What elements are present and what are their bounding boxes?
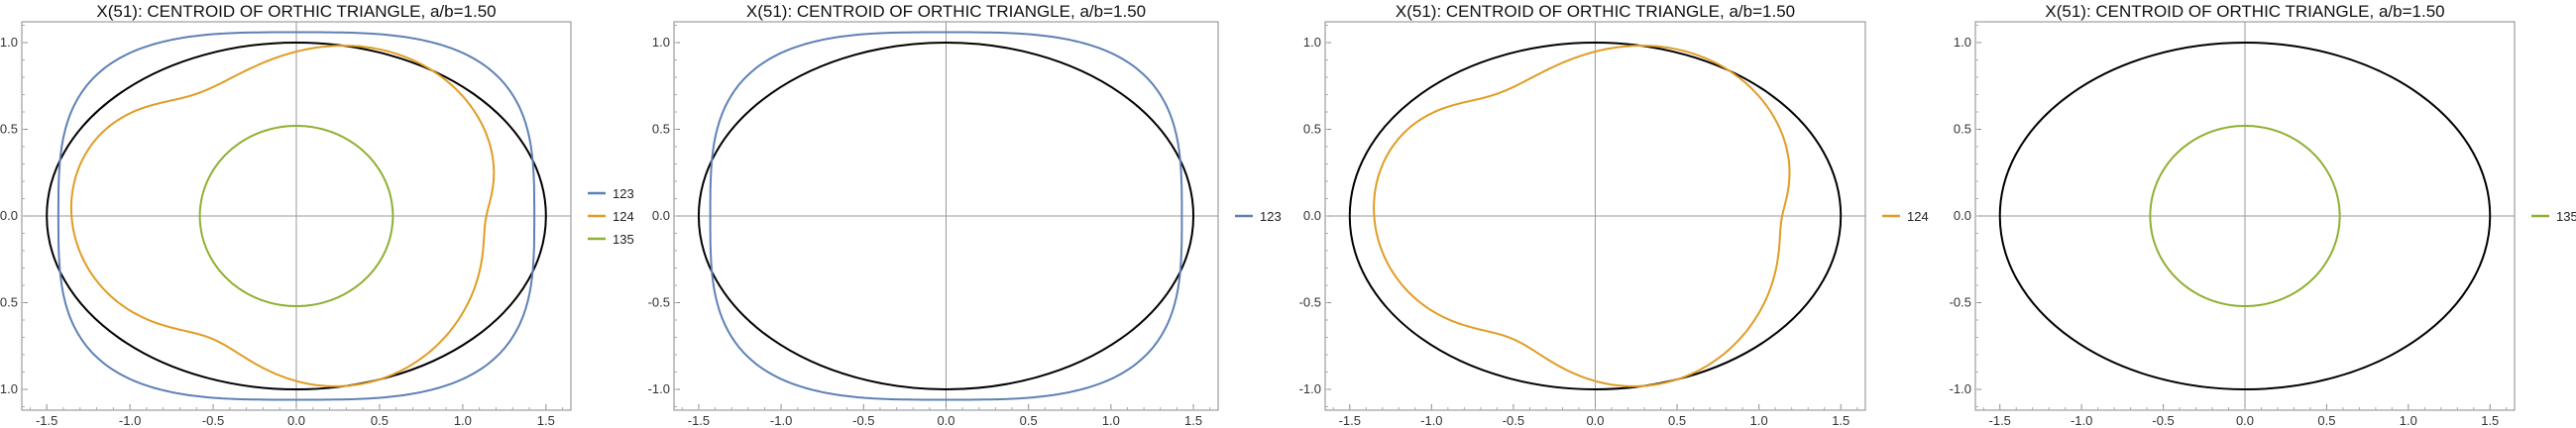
y-tick-label: 1.0 [0, 35, 18, 50]
series-135-curve [2149, 125, 2341, 307]
y-tick-label: 0.5 [1954, 122, 1971, 137]
y-tick-label: 0.0 [652, 208, 670, 223]
y-tick-label: 0.0 [1954, 208, 1971, 223]
x-tick-label: -0.5 [1503, 413, 1524, 428]
x-tick-label: 0.0 [937, 413, 954, 428]
x-tick-label: 1.5 [2481, 413, 2499, 428]
chart-title: X(51): CENTROID OF ORTHIC TRIANGLE, a/b=… [746, 2, 1146, 21]
chart-title: X(51): CENTROID OF ORTHIC TRIANGLE, a/b=… [96, 2, 496, 21]
x-tick-label: 0.0 [1586, 413, 1604, 428]
series-135-curve [198, 125, 394, 307]
x-tick-label: 1.0 [454, 413, 472, 428]
chart-title: X(51): CENTROID OF ORTHIC TRIANGLE, a/b=… [2045, 2, 2444, 21]
x-tick-label: -0.5 [202, 413, 224, 428]
y-tick-label: -1.0 [1950, 381, 1971, 396]
chart-panel-2: X(51): CENTROID OF ORTHIC TRIANGLE, a/b=… [648, 2, 1282, 428]
legend-label-135: 135 [613, 232, 634, 247]
reference-ellipse [46, 42, 547, 390]
x-tick-label: 1.0 [2400, 413, 2417, 428]
x-tick-label: 0.5 [1020, 413, 1038, 428]
x-tick-label: 1.5 [1184, 413, 1202, 428]
y-tick-label: -0.5 [1950, 295, 1971, 310]
reference-ellipse [1998, 42, 2492, 390]
series-124-curve [69, 45, 496, 387]
x-tick-label: 1.0 [1750, 413, 1768, 428]
chart-title: X(51): CENTROID OF ORTHIC TRIANGLE, a/b=… [1396, 2, 1795, 21]
legend-label-135: 135 [2556, 209, 2576, 224]
x-tick-label: -0.5 [2152, 413, 2174, 428]
x-tick-label: 0.0 [2236, 413, 2254, 428]
y-tick-label: -0.5 [648, 295, 670, 310]
y-tick-label: -1.0 [0, 381, 18, 396]
y-tick-label: -0.5 [0, 295, 18, 310]
x-tick-label: -1.0 [2071, 413, 2092, 428]
y-tick-label: -1.0 [1299, 381, 1321, 396]
series-124-curve [1373, 45, 1791, 387]
x-tick-label: -0.5 [852, 413, 874, 428]
y-tick-label: 0.5 [652, 122, 670, 137]
reference-ellipse [697, 42, 1195, 390]
x-tick-label: -1.0 [1420, 413, 1442, 428]
x-tick-label: 1.5 [537, 413, 555, 428]
legend-label-124: 124 [613, 209, 634, 224]
y-tick-label: 0.0 [0, 208, 18, 223]
chart-panel-1: X(51): CENTROID OF ORTHIC TRIANGLE, a/b=… [0, 2, 634, 428]
x-tick-label: 0.0 [287, 413, 305, 428]
y-tick-label: 0.0 [1303, 208, 1321, 223]
x-tick-label: -1.5 [1339, 413, 1361, 428]
y-tick-label: 1.0 [652, 35, 670, 50]
x-tick-label: -1.5 [1989, 413, 2011, 428]
legend-label-124: 124 [1907, 209, 1929, 224]
x-tick-label: 0.5 [1668, 413, 1686, 428]
x-tick-label: -1.0 [770, 413, 792, 428]
y-tick-label: 1.0 [1303, 35, 1321, 50]
x-tick-label: 0.5 [371, 413, 389, 428]
y-tick-label: 0.5 [1303, 122, 1321, 137]
legend-label-123: 123 [613, 186, 634, 201]
x-tick-label: 1.5 [1832, 413, 1849, 428]
x-tick-label: 0.5 [2317, 413, 2335, 428]
chart-panel-3: X(51): CENTROID OF ORTHIC TRIANGLE, a/b=… [1299, 2, 1929, 428]
x-tick-label: 1.0 [1102, 413, 1120, 428]
x-tick-label: -1.5 [688, 413, 710, 428]
chart-panel-4: X(51): CENTROID OF ORTHIC TRIANGLE, a/b=… [1950, 2, 2576, 428]
y-tick-label: -1.0 [648, 381, 670, 396]
reference-ellipse [1348, 42, 1843, 390]
series-123-curve [56, 31, 536, 401]
x-tick-label: -1.0 [119, 413, 141, 428]
y-tick-label: 1.0 [1954, 35, 1971, 50]
y-tick-label: 0.5 [0, 122, 18, 137]
y-tick-label: -0.5 [1299, 295, 1321, 310]
x-tick-label: -1.5 [36, 413, 57, 428]
series-123-curve [709, 31, 1183, 401]
legend-label-123: 123 [1260, 209, 1282, 224]
